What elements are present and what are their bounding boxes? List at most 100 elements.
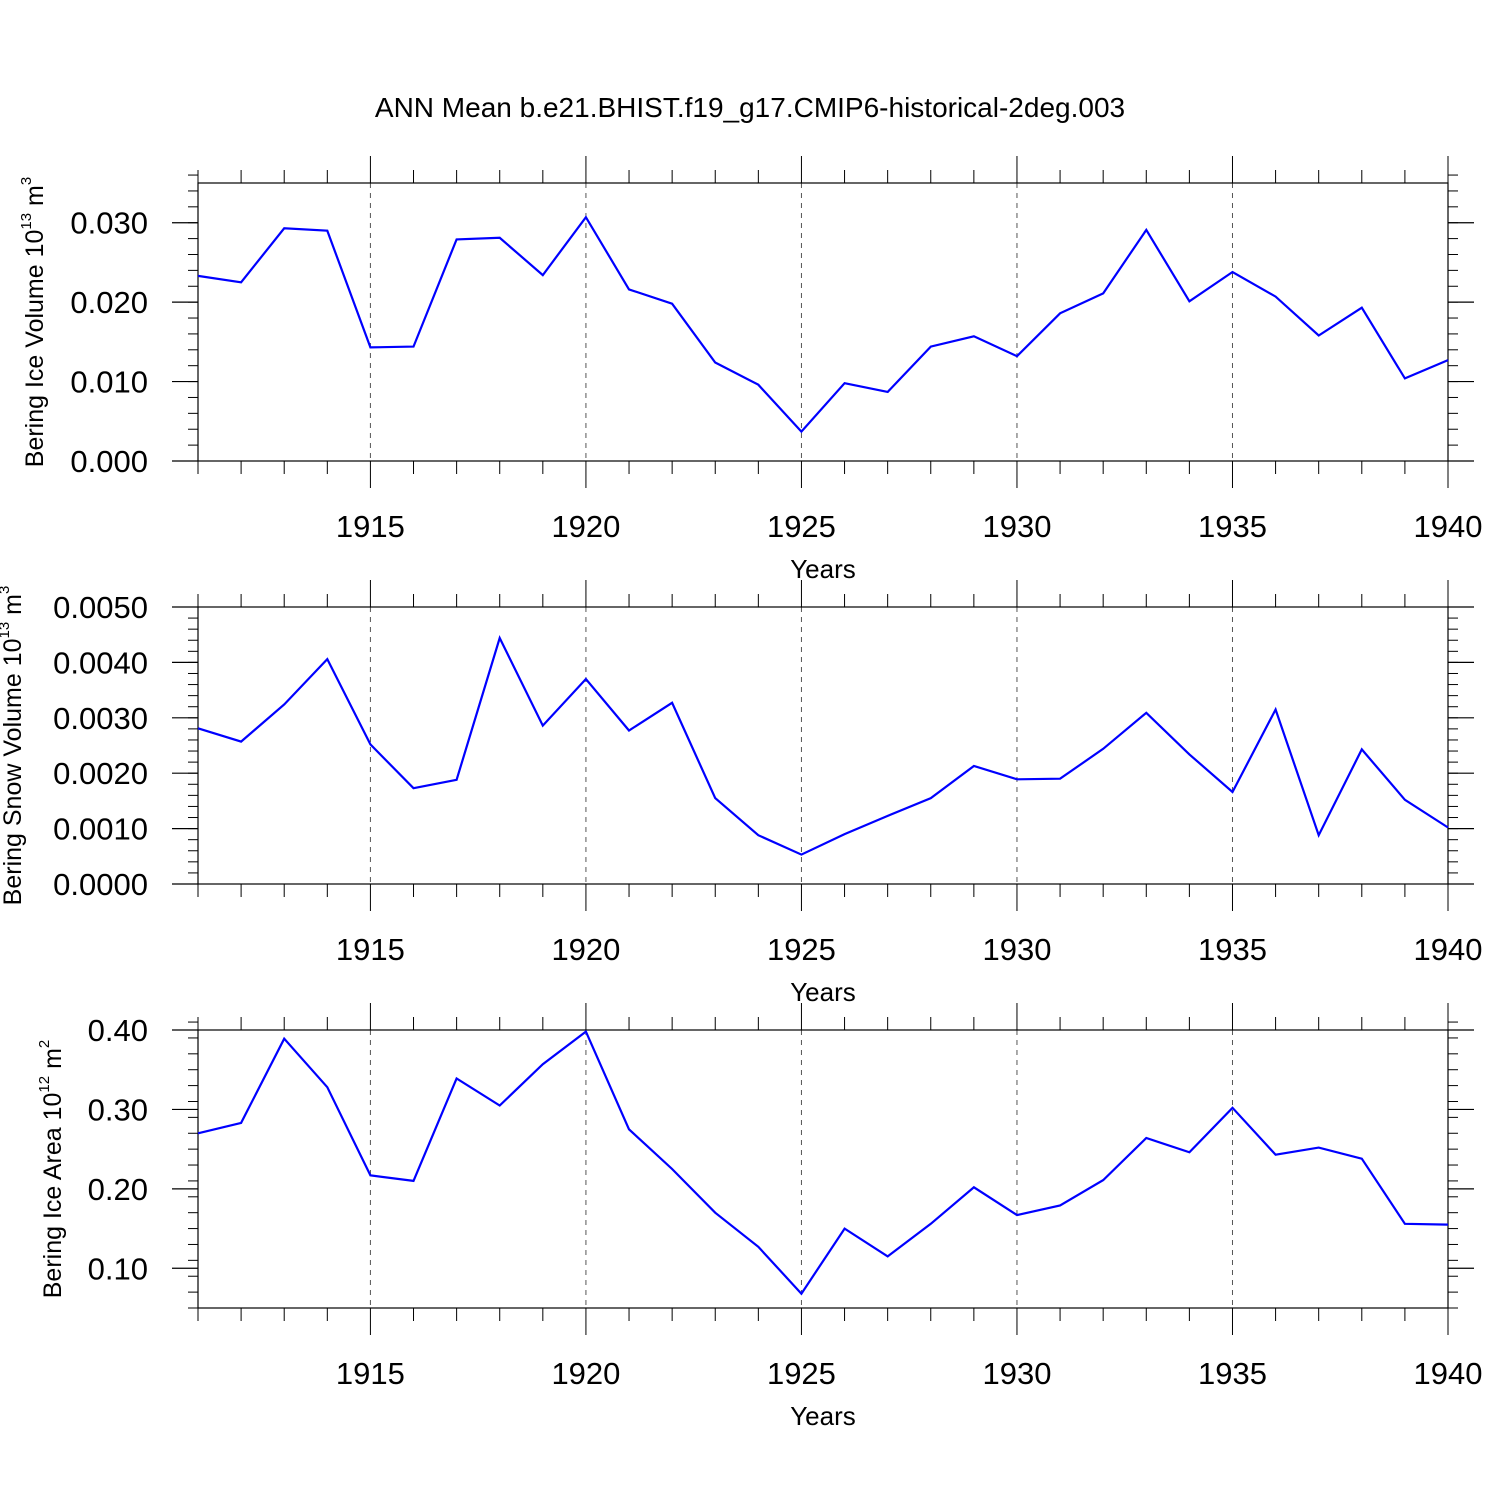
data-points	[197, 1030, 1449, 1295]
data-point-1933	[1145, 1137, 1147, 1139]
x-tick-label: 1935	[1198, 1356, 1267, 1391]
data-point-1936	[1274, 295, 1276, 297]
data-point-1930	[1016, 355, 1018, 357]
figure-title: ANN Mean b.e21.BHIST.f19_g17.CMIP6-histo…	[375, 92, 1125, 123]
x-tick-labels: 1915 1920 1925 1930 1935 1940	[336, 1356, 1483, 1391]
data-point-1937	[1317, 834, 1319, 836]
x-tick-label: 1940	[1414, 932, 1483, 967]
x-tick-label: 1940	[1414, 1356, 1483, 1391]
y-label-exponent: 13	[0, 622, 13, 639]
data-point-1920	[585, 678, 587, 680]
data-point-1915	[369, 346, 371, 348]
axis-ticks	[172, 1003, 1474, 1335]
plot-frame	[197, 182, 1449, 462]
data-point-1932	[1102, 748, 1104, 750]
data-point-1920	[585, 216, 587, 218]
series-line-snow-volume	[197, 635, 1449, 856]
data-point-1918	[499, 237, 501, 239]
data-point-1930	[1016, 1214, 1018, 1216]
y-tick-labels: 0.0000 0.0010 0.0020 0.0030 0.0040 0.0050	[53, 590, 148, 902]
data-point-1937	[1317, 1146, 1319, 1148]
x-tick-label: 1930	[982, 509, 1051, 544]
y-label-text: Bering Snow Volume 10	[0, 638, 27, 905]
grid-lines	[369, 1030, 1233, 1308]
x-tick-label: 1925	[767, 932, 836, 967]
x-tick-label: 1940	[1414, 509, 1483, 544]
data-point-1936	[1274, 1154, 1276, 1156]
data-point-1940	[1447, 1223, 1449, 1225]
plot-frame	[197, 1029, 1449, 1309]
data-point-1919	[542, 1063, 544, 1065]
data-point-1934	[1188, 1151, 1190, 1153]
x-axis-label: Years	[790, 977, 856, 1007]
data-point-1928	[930, 345, 932, 347]
data-point-1935	[1231, 1107, 1233, 1109]
data-point-1934	[1188, 753, 1190, 755]
data-point-1933	[1145, 712, 1147, 714]
data-point-1935	[1231, 791, 1233, 793]
data-point-1916	[412, 1180, 414, 1182]
y-label-unit-exponent: 2	[36, 1040, 53, 1048]
x-tick-label: 1920	[551, 932, 620, 967]
y-label-unit: m	[39, 1048, 67, 1069]
data-point-1937	[1317, 334, 1319, 336]
y-tick-label: 0.030	[70, 206, 148, 241]
data-point-1917	[455, 779, 457, 781]
data-point-1940	[1447, 826, 1449, 828]
y-tick-label: 0.0050	[53, 590, 148, 625]
axis-ticks	[172, 580, 1474, 911]
x-tick-label: 1915	[336, 932, 405, 967]
y-label-unit: m	[0, 594, 27, 615]
y-tick-label: 0.020	[70, 285, 148, 320]
y-tick-label: 0.20	[88, 1172, 148, 1207]
series-line-ice-area	[197, 1029, 1449, 1296]
data-point-1912	[240, 281, 242, 283]
data-point-1911	[197, 727, 199, 729]
data-point-1914	[326, 1086, 328, 1088]
data-point-1931	[1059, 312, 1061, 314]
data-point-1912	[240, 1122, 242, 1124]
y-label-space	[0, 615, 27, 622]
data-point-1915	[369, 1174, 371, 1176]
x-tick-label: 1935	[1198, 509, 1267, 544]
data-point-1933	[1145, 229, 1147, 231]
x-tick-label: 1920	[551, 509, 620, 544]
data-point-1923	[714, 1211, 716, 1213]
panel-ice-area: 0.10 0.20 0.30 0.40 1915 1920 1925 1930 1935 194…	[36, 1003, 1482, 1431]
x-tick-label: 1925	[767, 1356, 836, 1391]
data-point-1919	[542, 724, 544, 726]
grid-lines	[369, 183, 1233, 461]
data-point-1913	[283, 1038, 285, 1040]
data-point-1939	[1404, 1223, 1406, 1225]
data-point-1923	[714, 361, 716, 363]
data-point-1917	[455, 1077, 457, 1079]
data-point-1911	[197, 1132, 199, 1134]
data-point-1911	[197, 275, 199, 277]
data-point-1928	[930, 1223, 932, 1225]
series-line-ice-volume	[197, 215, 1449, 434]
axis-ticks	[172, 156, 1474, 488]
data-point-1928	[930, 797, 932, 799]
data-point-1922	[671, 303, 673, 305]
data-point-1920	[585, 1030, 587, 1032]
data-point-1927	[886, 1255, 888, 1257]
data-point-1934	[1188, 300, 1190, 302]
data-point-1926	[843, 1227, 845, 1229]
y-tick-label: 0.30	[88, 1092, 148, 1127]
data-point-1926	[843, 833, 845, 835]
y-label-text: Bering Ice Volume 10	[21, 230, 49, 468]
data-point-1925	[800, 853, 802, 855]
x-tick-label: 1915	[336, 509, 405, 544]
panel-snow-volume: 0.0000 0.0010 0.0020 0.0030 0.0040 0.0050 191…	[0, 580, 1482, 1007]
data-point-1931	[1059, 778, 1061, 780]
data-point-1924	[757, 384, 759, 386]
y-axis-label: Bering Ice Area 1012 m2	[36, 1040, 67, 1299]
data-points	[197, 637, 1449, 856]
data-point-1938	[1361, 748, 1363, 750]
y-axis-label: Bering Ice Volume 1013 m3	[18, 177, 49, 467]
y-label-exponent: 13	[18, 213, 35, 230]
y-label-space	[39, 1069, 67, 1076]
y-tick-label: 0.010	[70, 365, 148, 400]
x-tick-labels: 1915 1920 1925 1930 1935 1940	[336, 509, 1483, 544]
data-point-1935	[1231, 271, 1233, 273]
